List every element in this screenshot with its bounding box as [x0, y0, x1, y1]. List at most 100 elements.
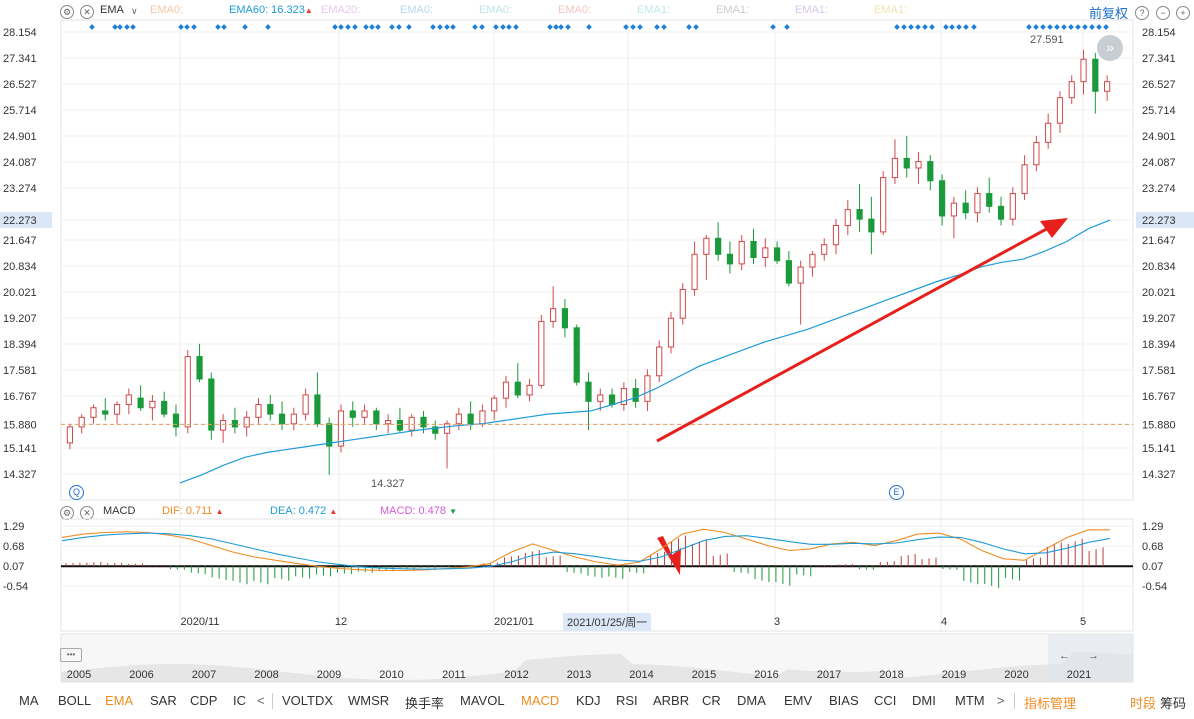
gear-icon[interactable]: ⚙ [60, 5, 74, 19]
marker-e[interactable]: E [889, 485, 904, 500]
candle-body [467, 413, 474, 425]
signal-dot [338, 24, 344, 30]
overview-year-label: 2019 [942, 669, 966, 681]
candle-body [550, 308, 557, 322]
price-tick-left: 17.581 [3, 365, 37, 377]
signal-dot [513, 24, 519, 30]
chevron-down-icon[interactable]: ∨ [131, 6, 138, 16]
indicator-tab-wmsr[interactable]: WMSR [348, 693, 390, 708]
indicator-tab-sar[interactable]: SAR [150, 693, 177, 708]
crosshair-date: 2021/01/25/周一 [563, 613, 652, 631]
signal-dot [437, 24, 443, 30]
signal-dot [178, 24, 184, 30]
signal-dot [493, 24, 499, 30]
signal-dot [191, 24, 197, 30]
overview-year-label: 2021 [1067, 669, 1091, 681]
price-tick-right: 28.154 [1142, 27, 1176, 39]
overview-area [61, 652, 1133, 682]
indicator-tab-dmi[interactable]: DMI [912, 693, 936, 708]
overview-year-label: 2006 [129, 669, 153, 681]
price-tick-right: 25.714 [1142, 105, 1176, 117]
indicator-tab-dma[interactable]: DMA [737, 693, 766, 708]
signal-dot [1054, 24, 1060, 30]
macd-indicator-name[interactable]: MACD [103, 505, 136, 517]
signal-dot [450, 24, 456, 30]
candle-body [891, 157, 899, 179]
signal-dot [430, 24, 436, 30]
adjust-mode-label[interactable]: 前复权 [1089, 6, 1129, 21]
indicator-tab-arbr[interactable]: ARBR [653, 693, 690, 708]
dea-value: DEA: 0.472 ▲ [270, 505, 338, 517]
candle-body [137, 397, 144, 409]
candle-body [278, 413, 286, 425]
candle-body [1104, 81, 1111, 92]
signal-dot [565, 24, 571, 30]
plus-icon[interactable]: + [1176, 6, 1190, 20]
minus-icon[interactable]: − [1156, 6, 1170, 20]
signal-dot [901, 24, 907, 30]
signal-dot [623, 24, 629, 30]
candle-body [1056, 97, 1064, 124]
dif-value: DIF: 0.711 ▲ [162, 505, 224, 517]
help-icon[interactable]: ? [1135, 6, 1149, 20]
indicator-tab-voltdx[interactable]: VOLTDX [282, 693, 334, 708]
indicator-tab-ema[interactable]: EMA [105, 693, 134, 708]
macd-frame [60, 518, 1134, 632]
scroll-left-icon[interactable]: < [257, 693, 265, 708]
candle-body [679, 288, 686, 319]
price-tick-left: 25.714 [3, 105, 37, 117]
candle-body [809, 253, 816, 268]
indicator-tab-macd[interactable]: MACD [521, 693, 560, 708]
candle-body [502, 381, 510, 399]
signal-dot [630, 24, 636, 30]
close-icon[interactable]: ✕ [80, 5, 94, 19]
macd-tick-right: -0.54 [1142, 581, 1167, 593]
marker-q[interactable]: Q [69, 485, 84, 500]
candle-body [1009, 193, 1016, 220]
signal-dot [130, 24, 136, 30]
indicator-tab-cr[interactable]: CR [702, 693, 721, 708]
indicator-tab-cdp[interactable]: CDP [190, 693, 218, 708]
macd-tick-left: 0.07 [3, 561, 24, 573]
price-tick-left: 28.154 [3, 27, 37, 39]
indicator-tab-换手率[interactable]: 换手率 [405, 696, 445, 711]
candle-body [715, 237, 722, 255]
indicator-tab-emv[interactable]: EMV [784, 693, 813, 708]
signal-dot [117, 24, 123, 30]
indicator-name[interactable]: EMA [100, 4, 124, 16]
indicator-tab-boll[interactable]: BOLL [58, 693, 92, 708]
scroll-right-icon[interactable]: > [997, 693, 1005, 708]
candle-body [1033, 141, 1040, 166]
signal-dot [242, 24, 248, 30]
expand-chevron-icon[interactable]: » [1097, 35, 1123, 61]
chips-button[interactable]: 筹码 [1160, 696, 1187, 711]
price-tick-right: 17.581 [1142, 365, 1176, 377]
indicator-tab-bias[interactable]: BIAS [829, 693, 859, 708]
signal-dot [1040, 24, 1046, 30]
trend-arrow-shaft [656, 224, 1053, 443]
indicator-tab-ma[interactable]: MA [19, 693, 39, 708]
timeshare-button[interactable]: 时段 [1130, 696, 1157, 711]
indicator-manage-button[interactable]: 指标管理 [1024, 696, 1077, 711]
overview-year-label: 2014 [629, 669, 653, 681]
overview-year-label: 2017 [817, 669, 841, 681]
candle-body [962, 202, 969, 214]
candle-body [361, 410, 368, 418]
candle-body [773, 247, 781, 262]
stock-chart[interactable]: 28.154 28.154 27.341 27.341 26.527 26.527 25.7… [0, 0, 1194, 690]
price-tick-right: 22.273 [1142, 215, 1176, 227]
indicator-tab-mtm[interactable]: MTM [955, 693, 985, 708]
candle-body [573, 327, 580, 383]
indicator-tab-cci[interactable]: CCI [874, 693, 897, 708]
indicator-tab-rsi[interactable]: RSI [616, 693, 638, 708]
signal-dot [479, 24, 485, 30]
candle-body [385, 420, 392, 425]
indicator-tab-kdj[interactable]: KDJ [576, 693, 601, 708]
indicator-tab-ic[interactable]: IC [233, 693, 246, 708]
nav-right-icon[interactable]: → [1088, 650, 1099, 662]
x-axis-label: 12 [335, 616, 347, 628]
overview-menu-icon[interactable]: ••• [60, 648, 82, 662]
signal-dot [943, 24, 949, 30]
nav-left-icon[interactable]: ← [1059, 650, 1070, 662]
indicator-tab-mavol[interactable]: MAVOL [460, 693, 505, 708]
